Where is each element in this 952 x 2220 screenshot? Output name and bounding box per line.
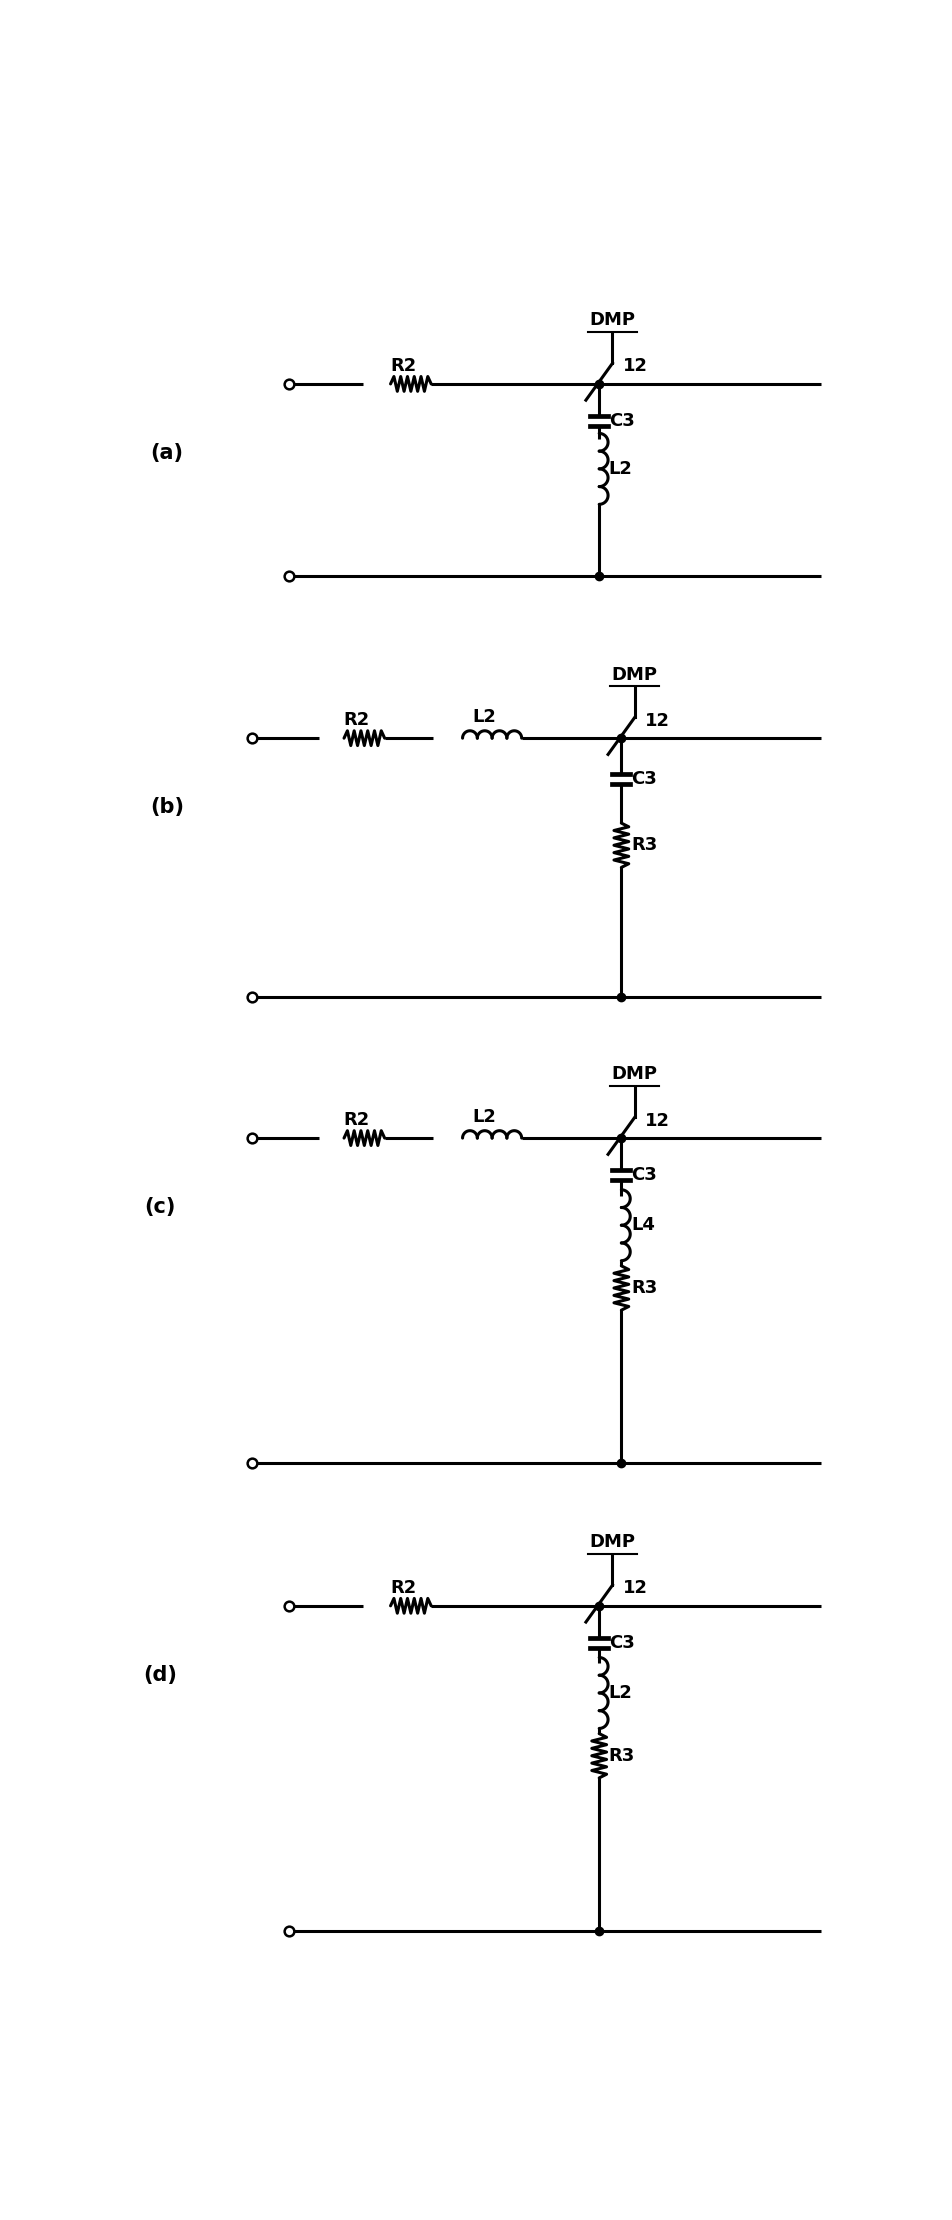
- Text: (c): (c): [144, 1197, 175, 1217]
- Text: (d): (d): [143, 1665, 176, 1685]
- Text: R2: R2: [344, 1110, 369, 1128]
- Text: 12: 12: [645, 713, 669, 730]
- Text: C3: C3: [608, 413, 634, 431]
- Text: C3: C3: [608, 1634, 634, 1652]
- Text: R3: R3: [630, 837, 657, 855]
- Text: L4: L4: [630, 1217, 654, 1234]
- Text: C3: C3: [630, 770, 656, 788]
- Text: DMP: DMP: [589, 1534, 635, 1552]
- Text: DMP: DMP: [589, 311, 635, 329]
- Text: R2: R2: [344, 710, 369, 728]
- Text: L2: L2: [608, 1685, 632, 1703]
- Text: L2: L2: [608, 460, 632, 477]
- Text: R2: R2: [390, 1578, 416, 1596]
- Text: DMP: DMP: [611, 666, 657, 684]
- Text: C3: C3: [630, 1166, 656, 1183]
- Text: 12: 12: [623, 1578, 647, 1596]
- Text: R3: R3: [630, 1279, 657, 1296]
- Text: L2: L2: [472, 708, 496, 726]
- Text: 12: 12: [645, 1112, 669, 1130]
- Text: R2: R2: [390, 357, 416, 375]
- Text: R3: R3: [608, 1747, 634, 1765]
- Text: L2: L2: [472, 1108, 496, 1126]
- Text: (b): (b): [150, 797, 184, 817]
- Text: 12: 12: [623, 357, 647, 375]
- Text: DMP: DMP: [611, 1066, 657, 1083]
- Text: (a): (a): [150, 442, 184, 462]
